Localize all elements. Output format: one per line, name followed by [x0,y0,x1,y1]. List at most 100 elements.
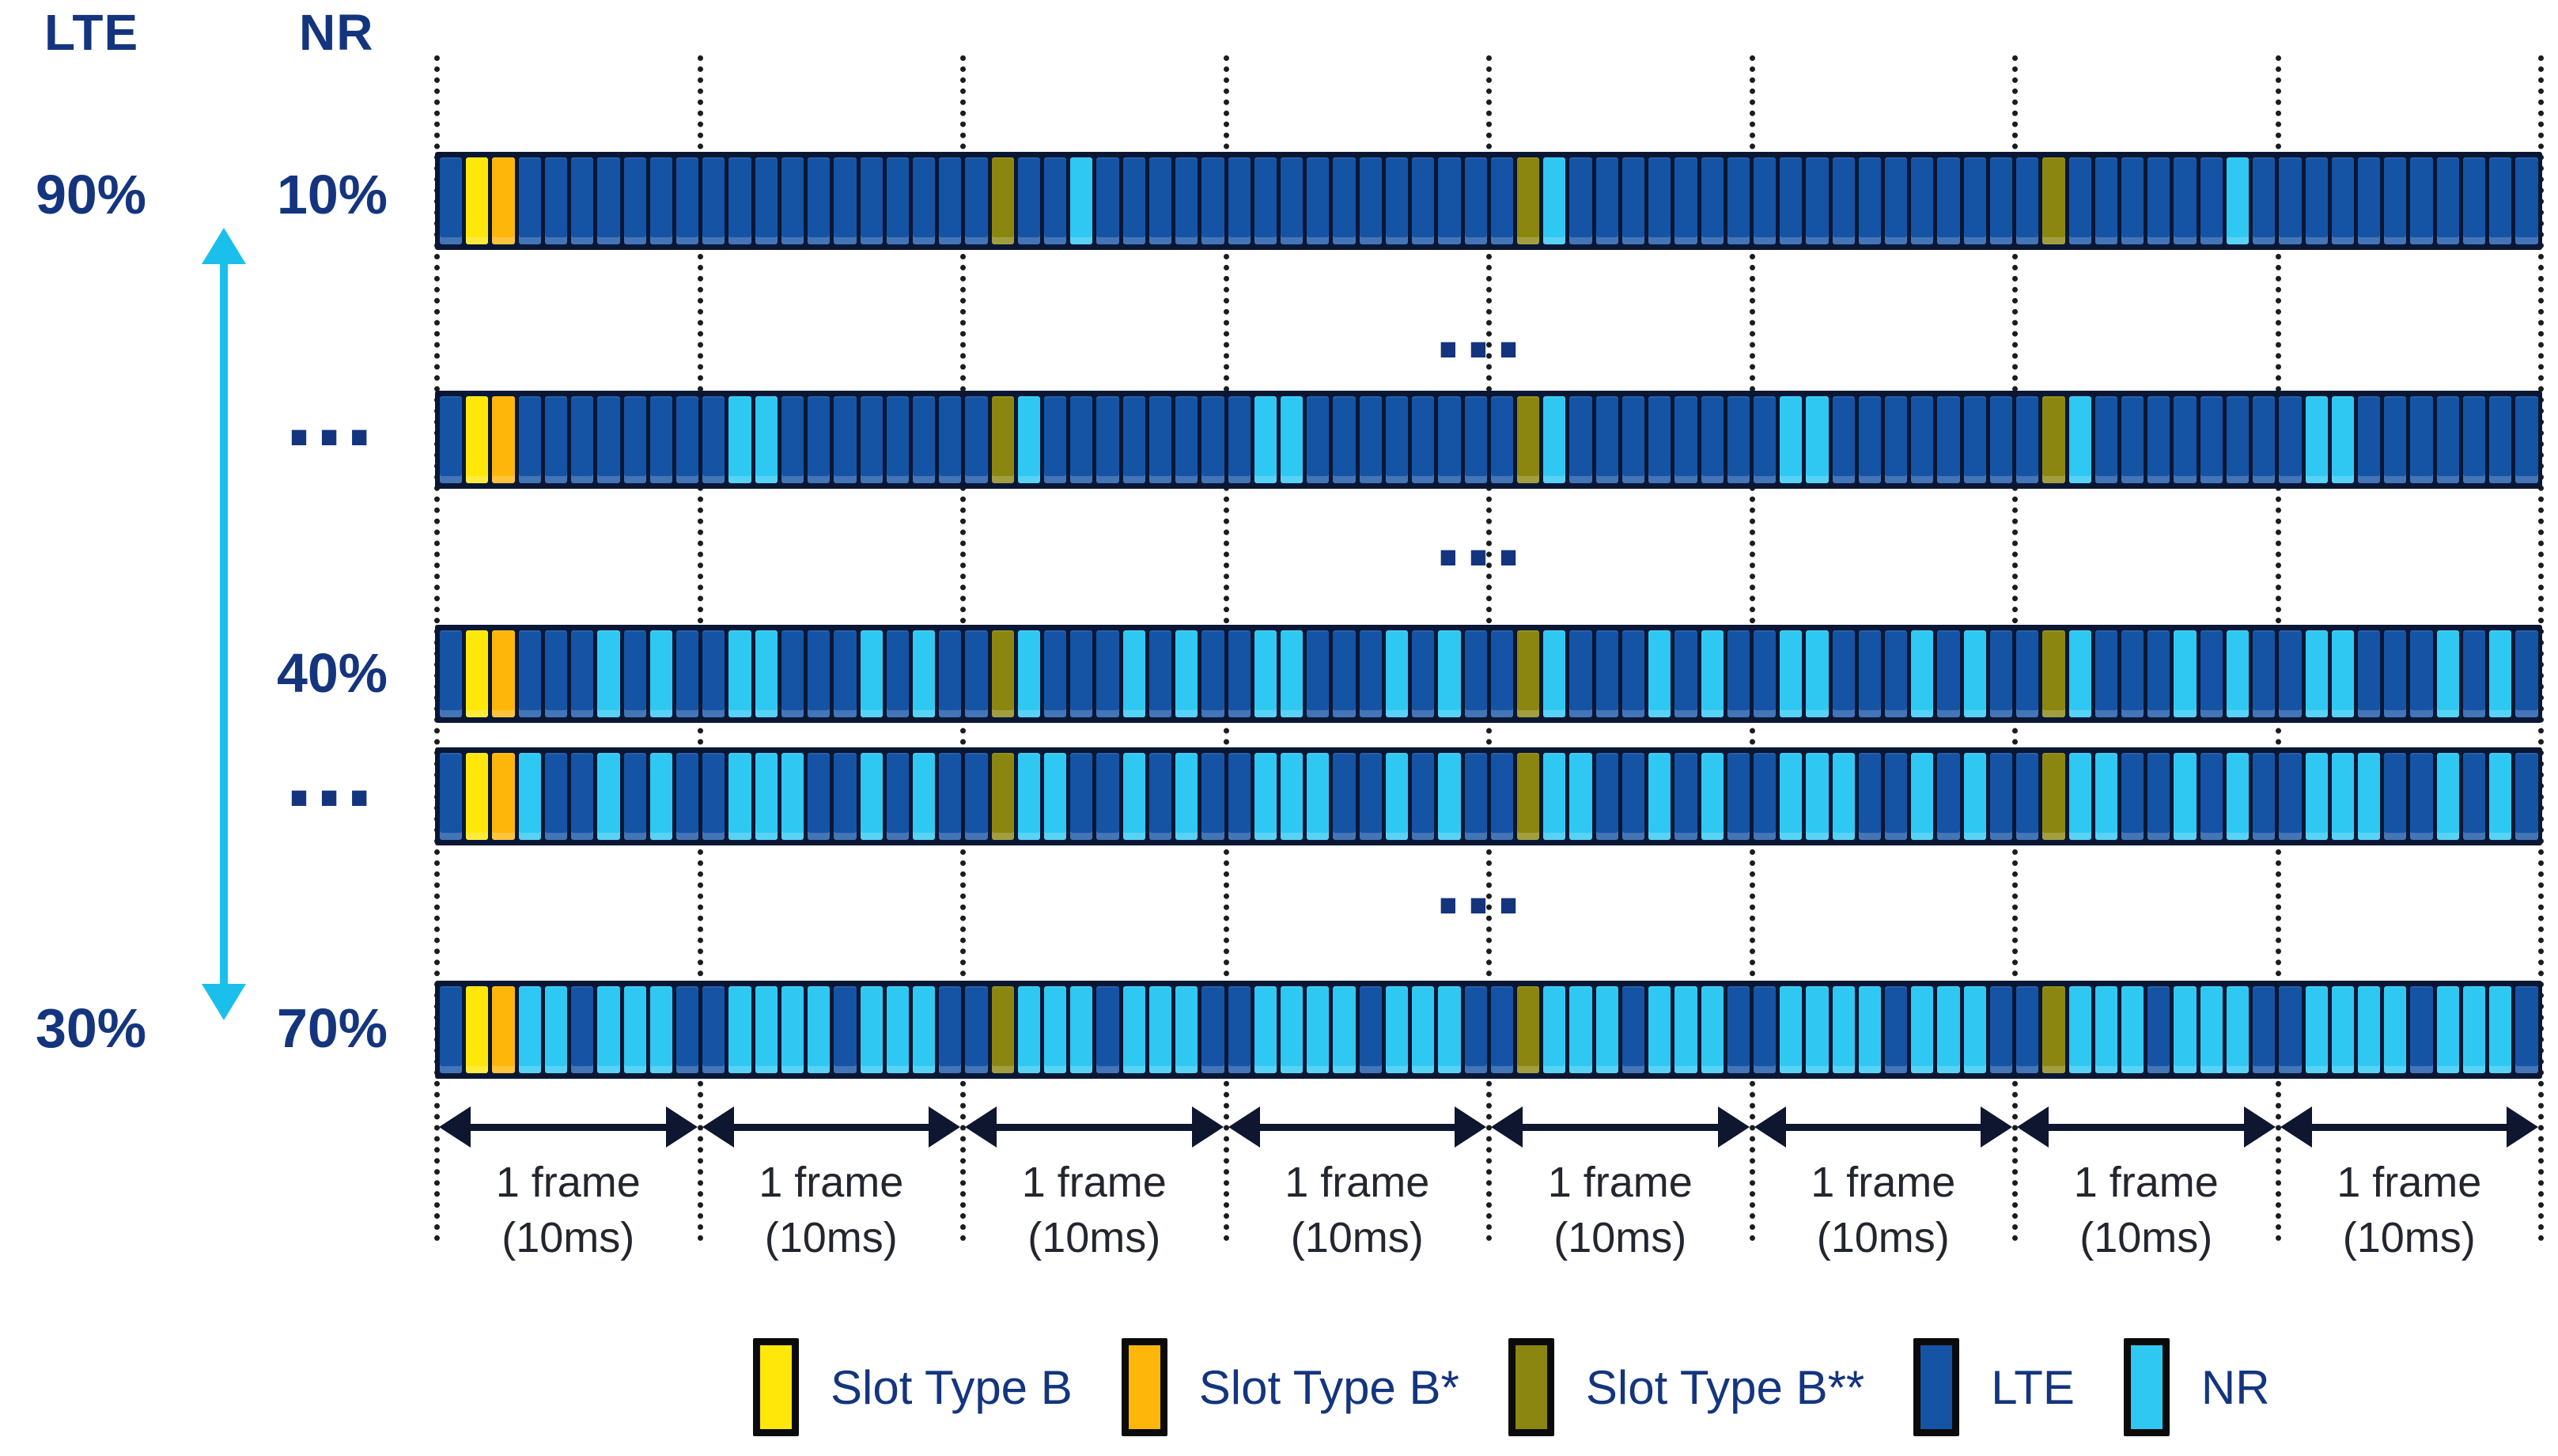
lte-slot [1096,630,1119,717]
lte-slot [2489,157,2512,244]
lte-slot [702,753,725,840]
lte-slot [2121,157,2144,244]
lte-slot [571,396,594,483]
lte-slot [1490,396,1513,483]
lte-slot [2357,630,2381,717]
arrow-shaft [1785,1123,1981,1131]
nr-slot [2226,986,2250,1073]
lte-slot [2147,986,2170,1073]
lte-slot [1333,157,1356,244]
lte-slot [1412,396,1435,483]
lte-slot [571,157,594,244]
nr-slot [1648,630,1671,717]
nr-slot [2305,753,2328,840]
lte-slot [1569,157,1592,244]
nr-slot [2331,630,2354,717]
nr-slot [728,396,751,483]
nr-slot [1122,753,1145,840]
nr-slot [2174,630,2197,717]
nr-slot [2121,986,2144,1073]
lte-slot [1674,157,1697,244]
slot-type-b-double-star [1516,630,1540,717]
nr-slot [2331,396,2354,483]
lte-slot [2226,396,2250,483]
nr-slot [1122,986,1145,1073]
nr-slot [2436,630,2459,717]
lte-slot [965,157,988,244]
frame-duration-ms-label: (10ms) [501,1214,635,1261]
slot-type-b-double-star [2042,753,2065,840]
slot-type-b [466,396,489,483]
arrow-right-head-icon [929,1106,960,1148]
lte-slot [2357,396,2381,483]
nr-slot [1017,396,1041,483]
arrow-right-head-icon [1191,1106,1224,1148]
lte-slot [2016,396,2039,483]
lte-slot [1858,396,1882,483]
nr-slot [1438,986,1461,1073]
lte-slot [1937,630,1960,717]
nr-slot [2068,753,2091,840]
arrow-left-head-icon [965,1106,997,1148]
nr-slot [1701,630,1724,717]
nr-slot [1017,753,1041,840]
frame-duration-label: 1 frame [2337,1159,2482,1206]
nr-slot [912,753,936,840]
arrow-shaft [997,1123,1192,1131]
lte-slot [1727,157,1750,244]
slot-type-b [466,157,489,244]
lte-slot [860,157,883,244]
nr-slot [2436,986,2459,1073]
nr-slot [2489,630,2512,717]
lte-slot [1122,157,1145,244]
lte-slot [623,630,646,717]
range-arrow-up-icon [202,228,246,264]
lte-slot [675,157,699,244]
lte-slot [1858,157,1882,244]
nr-slot [2331,753,2354,840]
lte-slot [1017,157,1041,244]
nr-share-row3-label: 40% [276,642,388,704]
legend-swatch-icon [1121,1338,1167,1436]
nr-slot [1307,753,1330,840]
nr-slot [597,986,620,1073]
nr-slot [728,753,751,840]
lte-slot [1753,986,1777,1073]
lte-slot [1464,157,1487,244]
lte-slot [1989,753,2013,840]
lte-slot [1832,630,1855,717]
lte-slot [2094,396,2117,483]
nr-slot [1175,630,1198,717]
nr-slot [1017,986,1041,1073]
nr-slot [1122,630,1145,717]
lte-slot [597,157,620,244]
lte-share-range-arrow [220,261,228,984]
lte-slot [2279,157,2302,244]
arrow-shaft [733,1123,929,1131]
nr-slot [860,986,883,1073]
legend-item-lte: LTE [1913,1338,2075,1436]
nr-slot [623,986,646,1073]
nr-slot [1281,986,1304,1073]
lte-slot [2121,753,2144,840]
nr-slot [1254,630,1277,717]
slot-type-b-double-star [1516,753,1540,840]
frame-duration-ms-label: (10ms) [2079,1214,2213,1261]
nr-slot [1044,986,1067,1073]
arrow-shaft [2049,1123,2244,1131]
frame-arrow-5 [1489,1106,1752,1148]
frame-duration-label: 1 frame [1021,1159,1167,1206]
lte-slot [755,157,778,244]
slot-type-b-double-star [991,986,1014,1073]
nr-slot [1385,753,1409,840]
nr-slot [1543,753,1566,840]
nr-slot [1963,630,1986,717]
lte-slot [675,630,699,717]
lte-slot [1937,753,1960,840]
lte-slot [1727,396,1750,483]
lte-slot [702,396,725,483]
lte-slot [1333,753,1356,840]
lte-share-top-label: 90% [35,164,147,225]
lte-slot [1412,157,1435,244]
lte-slot [834,753,857,840]
